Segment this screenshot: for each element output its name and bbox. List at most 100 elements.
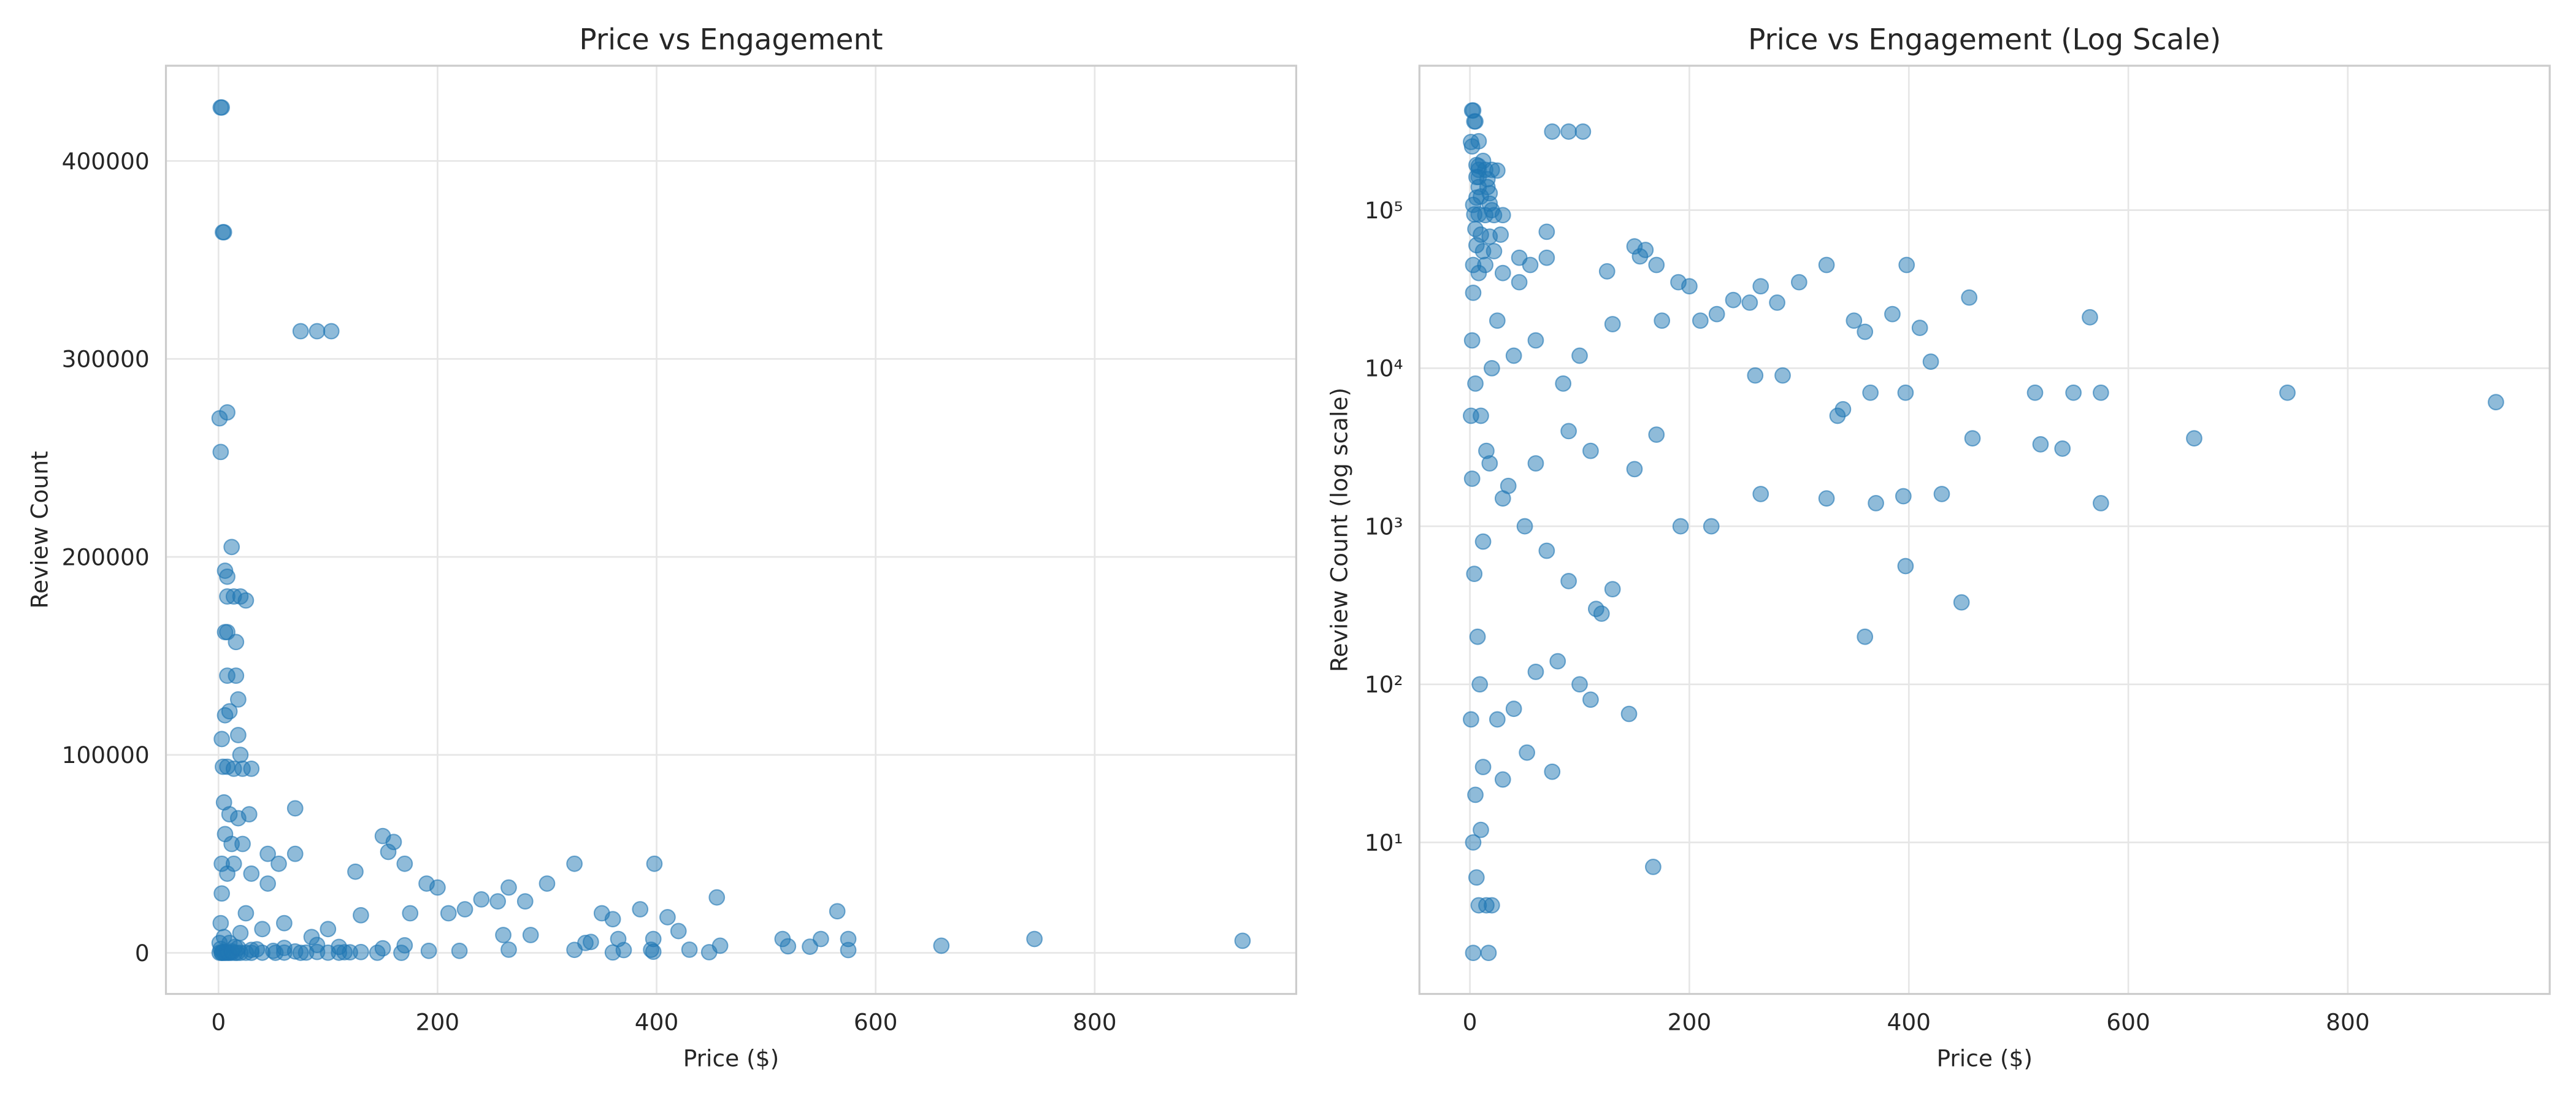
chart-title: Price vs Engagement [579, 23, 883, 56]
scatter-point [1644, 859, 1662, 875]
scatter-point [292, 323, 309, 340]
scatter-point [248, 941, 266, 958]
scatter-point [1471, 676, 1489, 693]
scatter-point [1489, 711, 1506, 728]
scatter-point [1571, 676, 1588, 693]
scatter-point [286, 800, 304, 817]
scatter-point [2488, 394, 2504, 411]
scatter-point [259, 875, 276, 892]
scatter-point [275, 914, 293, 932]
scatter-point [632, 901, 649, 918]
scatter-point [1470, 897, 1487, 914]
scatter-point [1555, 375, 1572, 392]
scatter-point [1026, 930, 1043, 948]
scatter-point [286, 845, 304, 862]
scatter-point [1527, 455, 1544, 472]
scatter-point [1648, 256, 1665, 274]
scatter-point [1790, 274, 1807, 291]
scatter-point [1463, 470, 1481, 487]
scatter-point [604, 911, 621, 928]
scatter-point [1626, 461, 1643, 478]
scatter-point [213, 99, 230, 116]
scatter-point [489, 893, 506, 910]
scatter-point [374, 940, 391, 957]
scatter-point [1964, 430, 1981, 447]
scatter-point [1933, 486, 1950, 502]
scatter-point [2065, 384, 2082, 401]
scatter-point [1587, 600, 1604, 618]
scatter-point [1857, 628, 1874, 645]
scatter-point [1467, 375, 1484, 392]
scatter-point [234, 835, 251, 853]
scatter-point [2092, 495, 2109, 512]
scatter-point [1462, 407, 1479, 424]
scatter-point [1961, 289, 1978, 306]
scatter-point [1474, 533, 1492, 550]
scatter-point [681, 941, 698, 958]
scatter-point [582, 933, 599, 951]
scatter-point [1672, 518, 1689, 535]
scatter-point [229, 940, 247, 956]
scatter-point [440, 905, 457, 922]
scatter-point [215, 224, 232, 241]
scatter-point [1485, 243, 1503, 259]
scatter-point [1752, 486, 1769, 502]
scatter-point [1560, 123, 1577, 140]
scatter-point [219, 404, 236, 421]
scatter-point [232, 924, 249, 941]
scatter-point [212, 443, 229, 461]
scatter-point [243, 865, 260, 882]
scatter-point [429, 879, 446, 896]
x-tick-label: 600 [2106, 1008, 2150, 1035]
y-tick-label: 10³ [1365, 513, 1403, 540]
scatter-point [646, 855, 663, 872]
scatter-point [1681, 278, 1698, 295]
scatter-point [2092, 384, 2109, 401]
scatter-point [1953, 594, 1970, 611]
scatter-point [212, 914, 229, 932]
scatter-point [456, 901, 473, 918]
scatter-point [1234, 932, 1251, 949]
scatter-point [213, 730, 230, 748]
scatter-point [1465, 285, 1482, 301]
scatter-point [1527, 663, 1544, 680]
scatter-point [1818, 490, 1835, 507]
scatter-point [1467, 786, 1484, 803]
scatter-point [1571, 347, 1588, 364]
scatter-point [780, 938, 797, 955]
scatter-point [1511, 274, 1528, 291]
scatter-point [1468, 869, 1485, 886]
plot-area [1419, 66, 2550, 994]
scatter-point [1708, 305, 1725, 323]
scatter-point [840, 941, 857, 959]
scatter-point [240, 806, 258, 822]
scatter-point [219, 568, 236, 585]
scatter-point [1519, 744, 1536, 761]
scatter-point [1637, 242, 1654, 258]
scatter-point [1494, 207, 1511, 224]
scatter-point [1505, 347, 1522, 364]
scatter-point [396, 855, 413, 872]
scatter-point [1582, 442, 1599, 459]
scatter-point [1703, 518, 1720, 535]
scatter-point [500, 879, 517, 896]
scatter-point [225, 855, 242, 872]
scatter-point [522, 927, 539, 943]
scatter-point [1692, 312, 1709, 329]
scatter-point [495, 927, 512, 943]
scatter-point [237, 592, 255, 609]
scatter-point [1544, 123, 1561, 140]
scatter-point [223, 539, 240, 556]
scatter-point [229, 727, 247, 743]
scatter-point [802, 938, 818, 955]
scatter-point [213, 885, 230, 902]
scatter-point [347, 863, 364, 880]
plot-frame [1418, 64, 2551, 995]
scatter-point [352, 943, 369, 960]
scatter-point [270, 855, 287, 872]
x-tick-label: 800 [2326, 1008, 2370, 1035]
scatter-point [1473, 821, 1489, 838]
scatter-point [2026, 384, 2044, 401]
x-tick-label: 400 [1887, 1008, 1931, 1035]
